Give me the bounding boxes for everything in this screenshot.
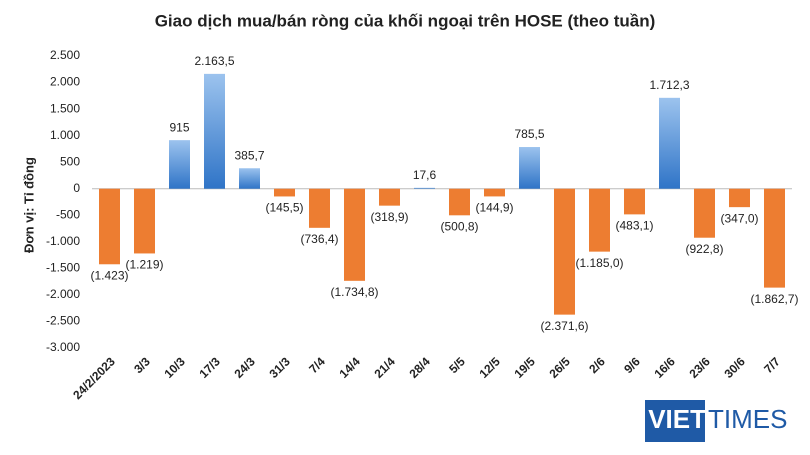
y-tick-label: 2.500 (50, 48, 80, 62)
bar (659, 97, 680, 189)
y-tick-label: -2.000 (46, 287, 80, 301)
logo-box (645, 400, 705, 442)
x-tick-label: 3/3 (131, 354, 153, 376)
value-label: (500,8) (440, 219, 478, 233)
chart-title: Giao dịch mua/bán ròng của khối ngoại tr… (155, 11, 656, 30)
x-tick-label: 7/4 (306, 354, 328, 376)
x-tick-label: 9/6 (621, 354, 643, 376)
x-tick-label: 17/3 (196, 354, 223, 381)
value-label: 915 (169, 120, 189, 134)
y-tick-label: -1.500 (46, 261, 80, 275)
value-label: 17,6 (413, 168, 437, 182)
bar (274, 188, 295, 197)
bar (729, 188, 750, 208)
bar (344, 188, 365, 281)
x-tick-label: 10/3 (161, 354, 188, 381)
bar (169, 140, 190, 189)
x-tick-label: 19/5 (511, 354, 538, 381)
bar (764, 188, 785, 288)
value-label: 785,5 (514, 127, 544, 141)
x-tick-label: 5/5 (446, 354, 468, 376)
y-axis-title: Đơn vị: Tỉ đồng (21, 157, 36, 253)
bar (134, 188, 155, 254)
value-label: (347,0) (720, 211, 758, 225)
x-tick-label: 28/4 (406, 354, 433, 381)
y-tick-label: -1.000 (46, 234, 80, 248)
logo-part1: VIET (648, 404, 706, 434)
x-tick-label: 2/6 (586, 354, 608, 376)
y-tick-label: 0 (73, 181, 80, 195)
bar (99, 188, 120, 265)
value-label: (922,8) (685, 242, 723, 256)
bar (484, 188, 505, 197)
value-label: (144,9) (475, 201, 513, 215)
bar (449, 188, 470, 216)
bar (624, 188, 645, 215)
bar (554, 188, 575, 315)
value-label: (1.734,8) (330, 285, 378, 299)
value-label: (736,4) (300, 232, 338, 246)
value-label: (1.862,7) (750, 292, 798, 306)
y-tick-label: -500 (56, 207, 80, 221)
value-label: (1.185,0) (575, 256, 623, 270)
y-tick-label: 1.000 (50, 128, 80, 142)
y-tick-label: 2.000 (50, 75, 80, 89)
bar (589, 188, 610, 252)
x-tick-label: 16/6 (651, 354, 678, 381)
y-tick-label: -3.000 (46, 340, 80, 354)
value-label: (1.423) (90, 268, 128, 282)
value-label: 1.712,3 (649, 78, 689, 92)
x-tick-label: 26/5 (546, 354, 573, 381)
value-label: (483,1) (615, 219, 653, 233)
bar (204, 73, 225, 189)
x-tick-label: 24/2/2023 (70, 354, 118, 402)
bar (309, 188, 330, 228)
value-label: (1.219) (125, 258, 163, 272)
bar (379, 188, 400, 206)
value-label: 2.163,5 (194, 54, 234, 68)
x-tick-label: 12/5 (476, 354, 503, 381)
x-tick-label: 23/6 (686, 354, 713, 381)
bar (414, 187, 435, 189)
x-tick-label: 24/3 (231, 354, 258, 381)
bar (239, 168, 260, 189)
x-tick-label: 7/7 (761, 354, 783, 376)
value-label: (145,5) (265, 201, 303, 215)
y-tick-label: -2.500 (46, 314, 80, 328)
x-tick-label: 30/6 (721, 354, 748, 381)
bar (519, 147, 540, 189)
logo-part2: TIMES (708, 404, 787, 434)
x-tick-label: 14/4 (336, 354, 363, 381)
bar (694, 188, 715, 238)
y-tick-label: 1.500 (50, 101, 80, 115)
value-label: 385,7 (234, 148, 264, 162)
x-tick-label: 31/3 (266, 354, 293, 381)
value-label: (318,9) (370, 210, 408, 224)
x-tick-label: 21/4 (371, 354, 398, 381)
y-tick-label: 500 (60, 154, 80, 168)
value-label: (2.371,6) (540, 319, 588, 333)
